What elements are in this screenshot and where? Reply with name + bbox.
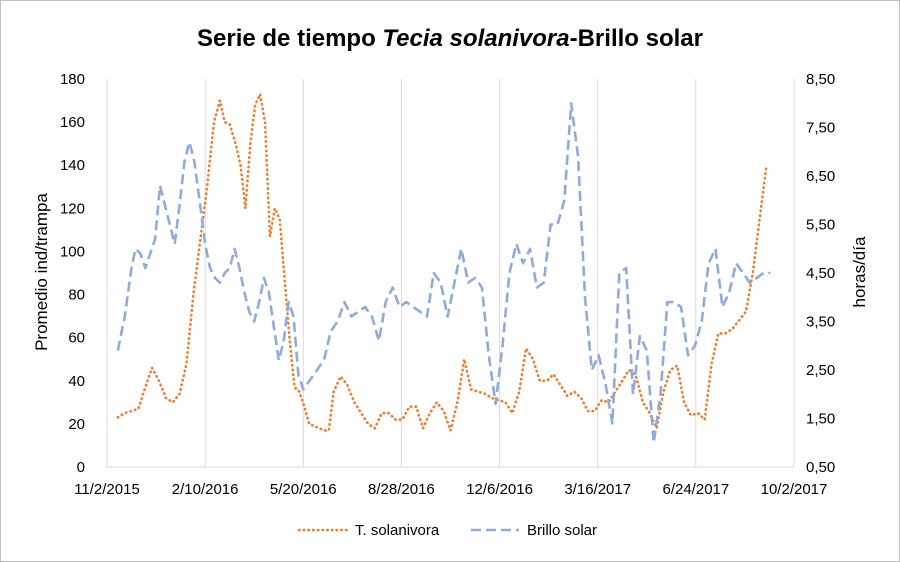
y-left-tick-label: 120: [60, 200, 85, 217]
y-right-tick-label: 5,50: [806, 217, 835, 234]
x-tick-label: 10/2/2017: [761, 481, 828, 498]
y-left-tick-label: 160: [60, 114, 85, 131]
legend: T. solanivora Brillo solar: [297, 522, 597, 539]
y-axis-right-title: horas/día: [850, 236, 869, 307]
y-left-tick-label: 0: [77, 459, 85, 476]
x-tick-label: 12/6/2016: [466, 481, 533, 498]
x-tick-label: 6/24/2017: [662, 481, 729, 498]
y-right-tick-label: 8,50: [806, 71, 835, 88]
chart-title-italic: Tecia solanivora: [382, 25, 569, 52]
legend-label-1: Brillo solar: [527, 522, 597, 539]
y-right-tick-label: 0,50: [806, 459, 835, 476]
y-left-tick-label: 180: [60, 71, 85, 88]
y-left-tick-label: 140: [60, 157, 85, 174]
y-right-tick-label: 2,50: [806, 362, 835, 379]
series-lines: [116, 92, 771, 445]
y-axis-left-title: Promedio ind/trampa: [32, 193, 51, 351]
series-line-t-solanivora: [116, 92, 768, 432]
tick-labels: 11/2/2015 2/10/2016 5/20/2016 8/28/2016 12/6…: [60, 71, 835, 498]
chart-title-prefix: Serie de tiempo: [197, 25, 382, 52]
x-tick-label: 3/16/2017: [564, 481, 631, 498]
y-left-tick-label: 40: [68, 373, 85, 390]
y-right-tick-label: 6,50: [806, 168, 835, 185]
y-right-tick-label: 4,50: [806, 265, 835, 282]
chart-title-suffix: -Brillo solar: [570, 25, 703, 52]
x-tick-label: 11/2/2015: [74, 481, 140, 498]
y-right-tick-label: 3,50: [806, 314, 835, 331]
y-left-tick-label: 20: [68, 416, 85, 433]
x-tick-label: 8/28/2016: [368, 481, 435, 498]
y-left-tick-label: 80: [68, 287, 85, 304]
y-right-tick-label: 7,50: [806, 120, 835, 137]
y-left-tick-label: 60: [68, 330, 85, 347]
y-left-tick-label: 100: [60, 243, 85, 260]
gridlines: [106, 79, 795, 467]
series-line-brillo-solar: [116, 102, 771, 445]
y-right-tick-label: 1,50: [806, 411, 835, 428]
x-tick-label: 5/20/2016: [270, 481, 337, 498]
x-tick-label: 2/10/2016: [172, 481, 239, 498]
chart-title: Serie de tiempo Tecia solanivora-Brillo …: [197, 25, 703, 52]
legend-label-0: T. solanivora: [355, 522, 440, 539]
